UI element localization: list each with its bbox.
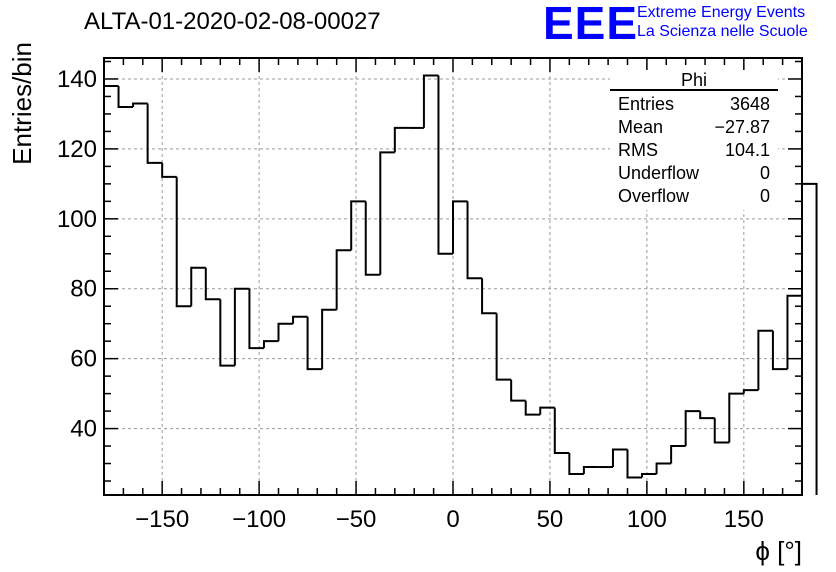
histogram-bin [611, 448, 628, 468]
stats-value: 0 [760, 163, 770, 183]
stats-box-background [610, 70, 778, 210]
histogram-bin [161, 162, 177, 178]
histogram-bin [277, 322, 294, 342]
histogram-bin [699, 411, 715, 420]
histogram-bin [321, 308, 337, 370]
histogram-bin [219, 299, 235, 367]
histogram-bin [568, 453, 584, 476]
histogram-bin [684, 410, 701, 447]
histogram-bin [539, 406, 555, 415]
stats-label: Overflow [618, 186, 690, 206]
histogram-bin [641, 473, 657, 478]
stats-label: RMS [618, 140, 658, 160]
histogram-bin [626, 449, 643, 479]
y-tick-label: 80 [70, 276, 97, 303]
histogram-bin [553, 407, 570, 455]
histogram-bin [422, 74, 439, 128]
y-tick-label: 40 [70, 416, 97, 443]
y-tick-label: 60 [70, 346, 97, 373]
histogram-bin [248, 288, 264, 350]
histogram-bin [292, 315, 308, 324]
axis-layer: −150 −100 −50 0 50 100 150 40 60 80 100 120 140 ϕ [°]… [7, 42, 803, 566]
histogram-bin [437, 75, 453, 255]
y-tick-label: 120 [57, 136, 97, 163]
histogram-bin [132, 102, 148, 107]
eee-logo-text: Extreme Energy Events La Scienza nelle S… [637, 3, 808, 41]
x-tick-label: 0 [446, 506, 459, 533]
histogram-bin [335, 249, 352, 310]
x-tick-label: 50 [537, 506, 564, 533]
stats-value: 3648 [730, 94, 770, 114]
histogram-bin [771, 330, 788, 371]
histogram-bin [801, 182, 818, 495]
histogram-bin [233, 287, 250, 366]
histogram-bin [728, 392, 744, 443]
histogram-bin [510, 379, 526, 402]
x-tick-label: 100 [627, 506, 667, 533]
histogram-bin [582, 466, 599, 475]
stats-label: Underflow [618, 163, 700, 183]
histogram-bin [524, 400, 541, 416]
histogram-bin [393, 126, 410, 153]
stats-value: −27.87 [714, 117, 770, 137]
histogram-bin [757, 329, 773, 391]
histogram-bin [670, 445, 686, 464]
y-tick-label: 100 [57, 206, 97, 233]
histogram-bin [350, 200, 366, 251]
histogram-bin [452, 200, 468, 254]
eee-logo-mark: EEE [543, 0, 639, 49]
x-tick-label: 150 [724, 506, 764, 533]
histogram-bin [495, 313, 512, 381]
histogram-bin [262, 340, 279, 349]
histogram-bin [103, 84, 119, 495]
histogram-bin [786, 294, 802, 370]
stats-box-title: Phi [681, 70, 707, 90]
histogram-title: ALTA-01-2020-02-08-00027 [84, 8, 381, 35]
histogram-bin [204, 267, 221, 301]
stats-value: 104.1 [725, 140, 770, 160]
y-tick-label: 140 [57, 66, 97, 93]
histogram-bin [379, 151, 395, 275]
histogram-bin [364, 201, 381, 276]
stats-value: 0 [760, 186, 770, 206]
logo-line-2: La Scienza nelle Scuole [637, 23, 808, 40]
x-axis-label: ϕ [°] [755, 536, 802, 566]
histogram-bin [146, 103, 163, 164]
stats-box: Phi Entries 3648 Mean −27.87 RMS 104.1 Underflo… [610, 70, 778, 210]
histogram-bin [190, 266, 206, 307]
y-axis-label: Entries/bin [7, 42, 37, 165]
histogram-bin [742, 389, 759, 394]
x-tick-label: −100 [232, 506, 286, 533]
histogram-bin [481, 278, 497, 315]
histogram-bin [466, 201, 483, 280]
histogram-bin [175, 176, 192, 308]
x-tick-label: −150 [135, 506, 189, 533]
stats-label: Mean [618, 117, 663, 137]
histogram-bin [655, 462, 672, 475]
x-tick-label: −50 [336, 506, 377, 533]
histogram-bin [713, 418, 730, 444]
logo-line-1: Extreme Energy Events [637, 4, 806, 21]
stats-label: Entries [618, 94, 674, 114]
histogram-bin [306, 316, 323, 371]
histogram-bin [117, 85, 134, 108]
